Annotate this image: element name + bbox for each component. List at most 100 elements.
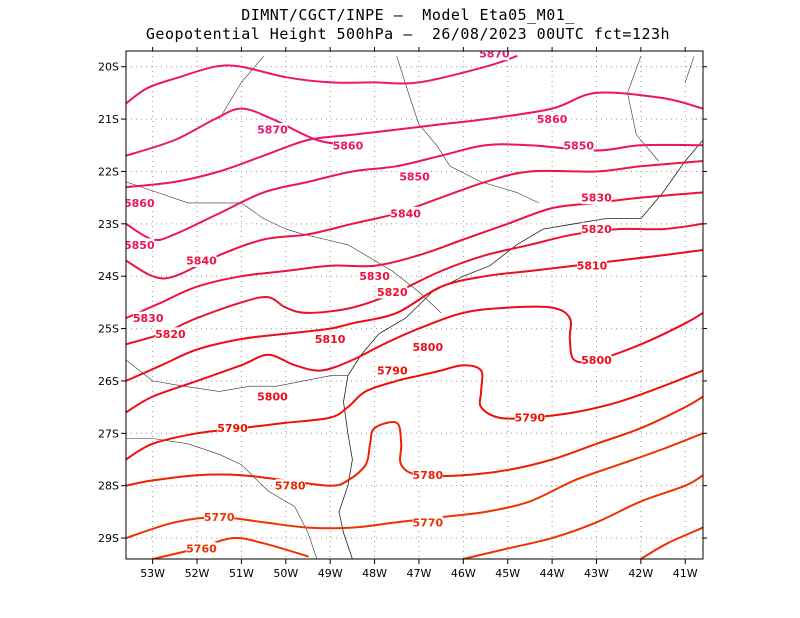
contour-label-bg bbox=[377, 363, 408, 377]
x-tick-label: 48W bbox=[362, 567, 387, 580]
x-tick-label: 51W bbox=[229, 567, 254, 580]
contour-label-5800: 5800 bbox=[257, 391, 288, 404]
x-tick-label: 53W bbox=[140, 567, 165, 580]
contour-5780 bbox=[126, 395, 703, 487]
contour-5810 bbox=[126, 249, 703, 382]
contour-label-bg bbox=[479, 51, 510, 61]
x-tick-label: 50W bbox=[273, 567, 298, 580]
contour-5840 bbox=[126, 160, 703, 280]
contour-label-bg bbox=[186, 542, 217, 556]
contour-label-bg bbox=[126, 196, 155, 210]
contour-label-5860: 5860 bbox=[124, 197, 155, 210]
contour-label-bg bbox=[399, 170, 430, 184]
contour-label-5790: 5790 bbox=[377, 364, 408, 377]
state-border bbox=[126, 181, 442, 314]
contour-label-bg bbox=[412, 515, 443, 529]
contour-label-bg bbox=[581, 222, 612, 236]
contour-label-5780: 5780 bbox=[275, 480, 306, 493]
coastline bbox=[338, 139, 703, 559]
contour-label-5850: 5850 bbox=[124, 239, 155, 252]
contour-label-bg bbox=[204, 510, 235, 524]
contour-5790 bbox=[126, 364, 703, 461]
contour-label-bg bbox=[332, 138, 363, 152]
contour-label-bg bbox=[257, 390, 288, 404]
contour-5760 bbox=[151, 536, 309, 559]
contour-label-5840: 5840 bbox=[390, 207, 421, 220]
contour-5760 bbox=[639, 526, 703, 559]
contour-label-bg bbox=[186, 253, 217, 267]
map-title-line-1: DIMNT/CGCT/INPE – Model Eta05_M01_ bbox=[241, 6, 575, 24]
contour-label-bg bbox=[275, 479, 306, 493]
contour-label-bg bbox=[577, 259, 608, 273]
contour-label-5800: 5800 bbox=[413, 341, 444, 354]
contour-5870 bbox=[126, 107, 354, 157]
contour-label-bg bbox=[155, 327, 186, 341]
x-tick-label: 43W bbox=[584, 567, 609, 580]
contour-label-5850: 5850 bbox=[399, 171, 430, 184]
y-tick-label: 28S bbox=[98, 480, 119, 493]
contour-label-5860: 5860 bbox=[333, 139, 364, 152]
x-tick-label: 47W bbox=[407, 567, 432, 580]
y-tick-label: 27S bbox=[98, 427, 119, 440]
contour-label-bg bbox=[563, 138, 594, 152]
y-tick-label: 29S bbox=[98, 532, 119, 545]
x-tick-label: 45W bbox=[495, 567, 520, 580]
y-tick-label: 25S bbox=[98, 323, 119, 336]
contour-label-bg bbox=[581, 353, 612, 367]
contour-5760 bbox=[462, 474, 703, 559]
contour-label-5780: 5780 bbox=[413, 469, 444, 482]
plot-frame bbox=[125, 50, 704, 560]
contour-label-5810: 5810 bbox=[315, 333, 346, 346]
state-border bbox=[627, 56, 659, 162]
contour-label-bg bbox=[133, 311, 164, 325]
contour-label-bg bbox=[412, 468, 443, 482]
contour-label-5830: 5830 bbox=[581, 192, 612, 205]
contour-5850 bbox=[126, 143, 703, 242]
contour-label-5830: 5830 bbox=[359, 270, 390, 283]
contour-label-bg bbox=[126, 238, 155, 252]
contour-label-bg bbox=[390, 206, 421, 220]
contour-label-5840: 5840 bbox=[186, 254, 217, 267]
contour-label-5870: 5870 bbox=[479, 48, 510, 61]
contour-label-5770: 5770 bbox=[204, 511, 235, 524]
x-tick-label: 42W bbox=[628, 567, 653, 580]
y-tick-label: 24S bbox=[98, 270, 119, 283]
contour-label-5820: 5820 bbox=[377, 286, 408, 299]
contour-label-bg bbox=[537, 112, 568, 126]
contour-label-5790: 5790 bbox=[217, 422, 248, 435]
y-tick-label: 23S bbox=[98, 218, 119, 231]
y-tick-label: 26S bbox=[98, 375, 119, 388]
y-tick-label: 22S bbox=[98, 165, 119, 178]
contour-5800 bbox=[126, 305, 703, 414]
contour-label-5820: 5820 bbox=[581, 223, 612, 236]
x-tick-label: 41W bbox=[673, 567, 698, 580]
contour-5860 bbox=[126, 91, 703, 189]
contour-5870 bbox=[126, 55, 518, 105]
x-tick-label: 44W bbox=[540, 567, 565, 580]
contour-label-bg bbox=[315, 332, 346, 346]
state-border bbox=[684, 56, 695, 83]
geography-layer bbox=[126, 56, 703, 559]
contour-label-bg bbox=[412, 340, 443, 354]
contour-5820 bbox=[126, 222, 703, 346]
contour-label-bg bbox=[377, 285, 408, 299]
contour-label-5830: 5830 bbox=[133, 312, 164, 325]
map-title-line-2: Geopotential Height 500hPa – 26/08/2023 … bbox=[145, 25, 671, 43]
contour-label-5800: 5800 bbox=[581, 354, 612, 367]
y-tick-label: 20S bbox=[98, 61, 119, 74]
contour-label-5850: 5850 bbox=[563, 139, 594, 152]
contour-label-5790: 5790 bbox=[515, 412, 546, 425]
contour-label-5810: 5810 bbox=[577, 260, 608, 273]
x-tick-label: 52W bbox=[185, 567, 210, 580]
contour-label-5820: 5820 bbox=[155, 328, 186, 341]
contour-layer: 5870 5870 5860 5860 5860 5850 5850 5850 5840 5840… bbox=[124, 48, 703, 559]
y-tick-label: 21S bbox=[98, 113, 119, 126]
contour-label-bg bbox=[257, 123, 288, 137]
contour-label-bg bbox=[359, 269, 390, 283]
contour-label-5760: 5760 bbox=[186, 543, 217, 556]
contour-label-5770: 5770 bbox=[413, 516, 444, 529]
contour-label-5860: 5860 bbox=[537, 113, 568, 126]
state-border bbox=[126, 359, 348, 392]
contour-label-bg bbox=[514, 411, 545, 425]
contour-label-bg bbox=[217, 421, 248, 435]
